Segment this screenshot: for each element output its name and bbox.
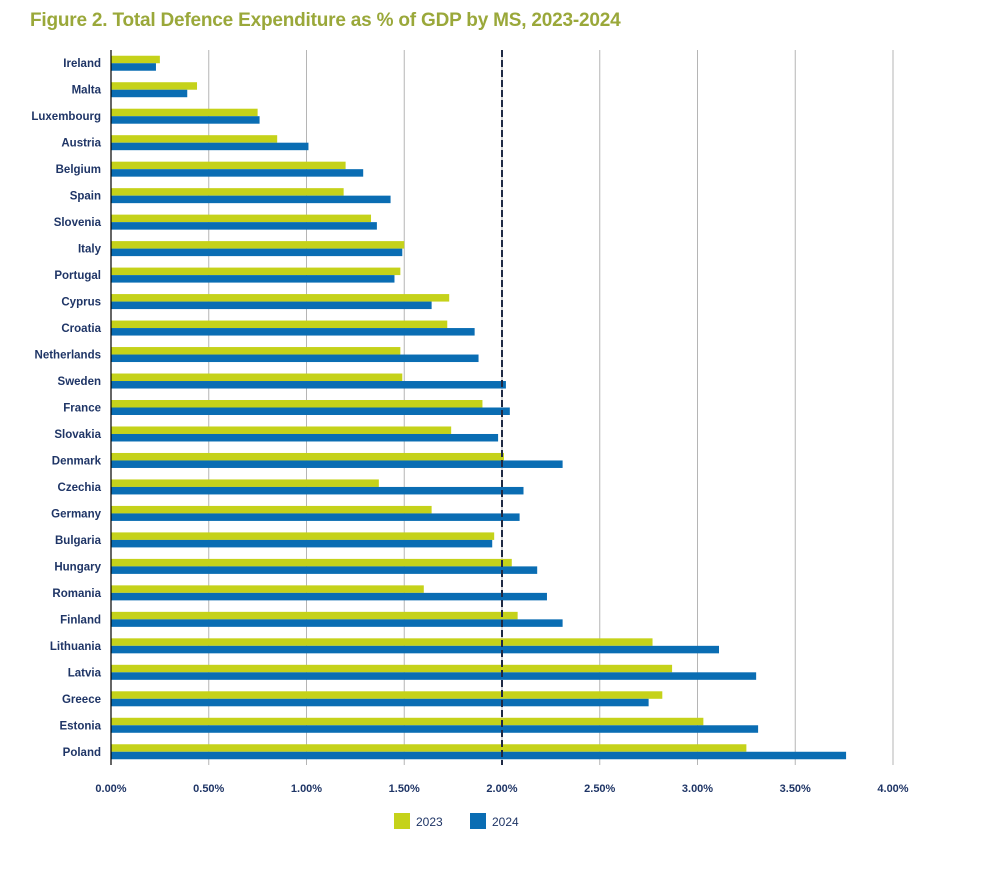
bar-2023-slovenia bbox=[111, 214, 372, 223]
category-label: Malta bbox=[72, 85, 102, 97]
category-label: Lithuania bbox=[50, 641, 102, 653]
x-tick-label: 0.00% bbox=[95, 783, 126, 795]
category-label: Belgium bbox=[56, 164, 101, 176]
category-label: Germany bbox=[51, 508, 101, 520]
bar-2023-sweden bbox=[111, 373, 403, 382]
bar-2023-ireland bbox=[111, 55, 160, 64]
category-label: Greece bbox=[62, 694, 101, 706]
x-tick-label: 4.00% bbox=[877, 783, 908, 795]
x-tick-label: 1.50% bbox=[389, 783, 420, 795]
category-label: Czechia bbox=[58, 482, 102, 494]
bar-2024-spain bbox=[111, 195, 391, 204]
bar-2024-croatia bbox=[111, 328, 475, 336]
bar-2024-slovenia bbox=[111, 222, 377, 230]
category-label: Slovenia bbox=[54, 217, 102, 229]
x-tick-label: 3.50% bbox=[780, 783, 811, 795]
bar-2023-denmark bbox=[111, 452, 504, 461]
category-label: Italy bbox=[78, 244, 102, 256]
bar-2024-poland bbox=[111, 751, 847, 760]
category-label: Slovakia bbox=[54, 429, 101, 441]
bar-2024-greece bbox=[111, 698, 649, 707]
chart-title: Figure 2. Total Defence Expenditure as %… bbox=[30, 10, 621, 31]
bar-2023-italy bbox=[111, 241, 405, 249]
category-label: Bulgaria bbox=[55, 535, 102, 547]
bar-2024-czechia bbox=[111, 486, 524, 495]
category-label: Denmark bbox=[52, 455, 102, 467]
bar-2024-ireland bbox=[111, 63, 156, 71]
category-label: France bbox=[63, 403, 101, 415]
category-label: Spain bbox=[70, 191, 101, 203]
bar-2023-hungary bbox=[111, 558, 512, 567]
bar-2024-lithuania bbox=[111, 645, 720, 654]
category-label: Netherlands bbox=[35, 350, 101, 362]
bar-2023-estonia bbox=[111, 717, 704, 726]
legend-label-2023: 2023 bbox=[416, 815, 443, 829]
bar-2023-slovakia bbox=[111, 426, 452, 434]
bar-2024-finland bbox=[111, 619, 563, 627]
bar-2024-sweden bbox=[111, 381, 506, 389]
category-label: Poland bbox=[63, 747, 101, 759]
bar-2023-finland bbox=[111, 611, 518, 620]
x-tick-label: 2.00% bbox=[486, 783, 517, 795]
bar-2024-estonia bbox=[111, 725, 759, 733]
bar-2023-croatia bbox=[111, 320, 448, 329]
category-label: Sweden bbox=[58, 376, 101, 388]
x-tick-label: 0.50% bbox=[193, 783, 224, 795]
category-label: Croatia bbox=[61, 323, 101, 335]
category-label: Cyprus bbox=[61, 297, 101, 309]
category-label: Finland bbox=[60, 614, 101, 626]
bar-2023-spain bbox=[111, 188, 344, 196]
category-label: Luxembourg bbox=[31, 111, 101, 123]
bar-2024-luxembourg bbox=[111, 116, 260, 124]
bar-2024-malta bbox=[111, 89, 188, 98]
bar-2024-latvia bbox=[111, 672, 757, 680]
category-label: Portugal bbox=[54, 270, 101, 282]
category-label: Estonia bbox=[59, 720, 101, 732]
bar-2024-slovakia bbox=[111, 433, 499, 442]
bar-2023-austria bbox=[111, 135, 278, 143]
bar-2023-netherlands bbox=[111, 347, 401, 355]
bar-2023-poland bbox=[111, 744, 747, 752]
bar-2023-bulgaria bbox=[111, 532, 495, 540]
bar-2023-greece bbox=[111, 691, 663, 699]
bar-2023-luxembourg bbox=[111, 108, 258, 117]
bar-2024-austria bbox=[111, 142, 309, 151]
bar-2024-romania bbox=[111, 592, 547, 601]
bar-2024-germany bbox=[111, 513, 520, 521]
bar-2023-cyprus bbox=[111, 294, 450, 302]
bar-2024-france bbox=[111, 407, 510, 415]
bar-2024-belgium bbox=[111, 169, 364, 177]
bar-2024-portugal bbox=[111, 275, 395, 283]
x-tick-label: 2.50% bbox=[584, 783, 615, 795]
bar-2023-czechia bbox=[111, 479, 379, 487]
bar-2023-romania bbox=[111, 585, 424, 593]
bar-2023-france bbox=[111, 400, 483, 408]
bar-2023-germany bbox=[111, 505, 432, 514]
legend-swatch-2023 bbox=[394, 813, 410, 829]
bar-2024-hungary bbox=[111, 566, 538, 574]
bar-2023-portugal bbox=[111, 267, 401, 276]
bar-2024-italy bbox=[111, 248, 403, 257]
x-tick-label: 1.00% bbox=[291, 783, 322, 795]
bar-2024-netherlands bbox=[111, 354, 479, 363]
bar-2024-cyprus bbox=[111, 301, 432, 310]
legend-label-2024: 2024 bbox=[492, 815, 519, 829]
bar-2023-latvia bbox=[111, 664, 673, 673]
legend-swatch-2024 bbox=[470, 813, 486, 829]
category-label: Ireland bbox=[63, 58, 101, 70]
category-label: Latvia bbox=[68, 667, 102, 679]
bar-2023-belgium bbox=[111, 161, 346, 170]
bar-2024-denmark bbox=[111, 460, 563, 468]
category-label: Hungary bbox=[54, 561, 101, 573]
category-label: Austria bbox=[61, 138, 101, 150]
x-tick-label: 3.00% bbox=[682, 783, 713, 795]
category-label: Romania bbox=[52, 588, 101, 600]
bar-2023-malta bbox=[111, 82, 198, 90]
bar-2024-bulgaria bbox=[111, 539, 493, 548]
bar-2023-lithuania bbox=[111, 638, 653, 646]
